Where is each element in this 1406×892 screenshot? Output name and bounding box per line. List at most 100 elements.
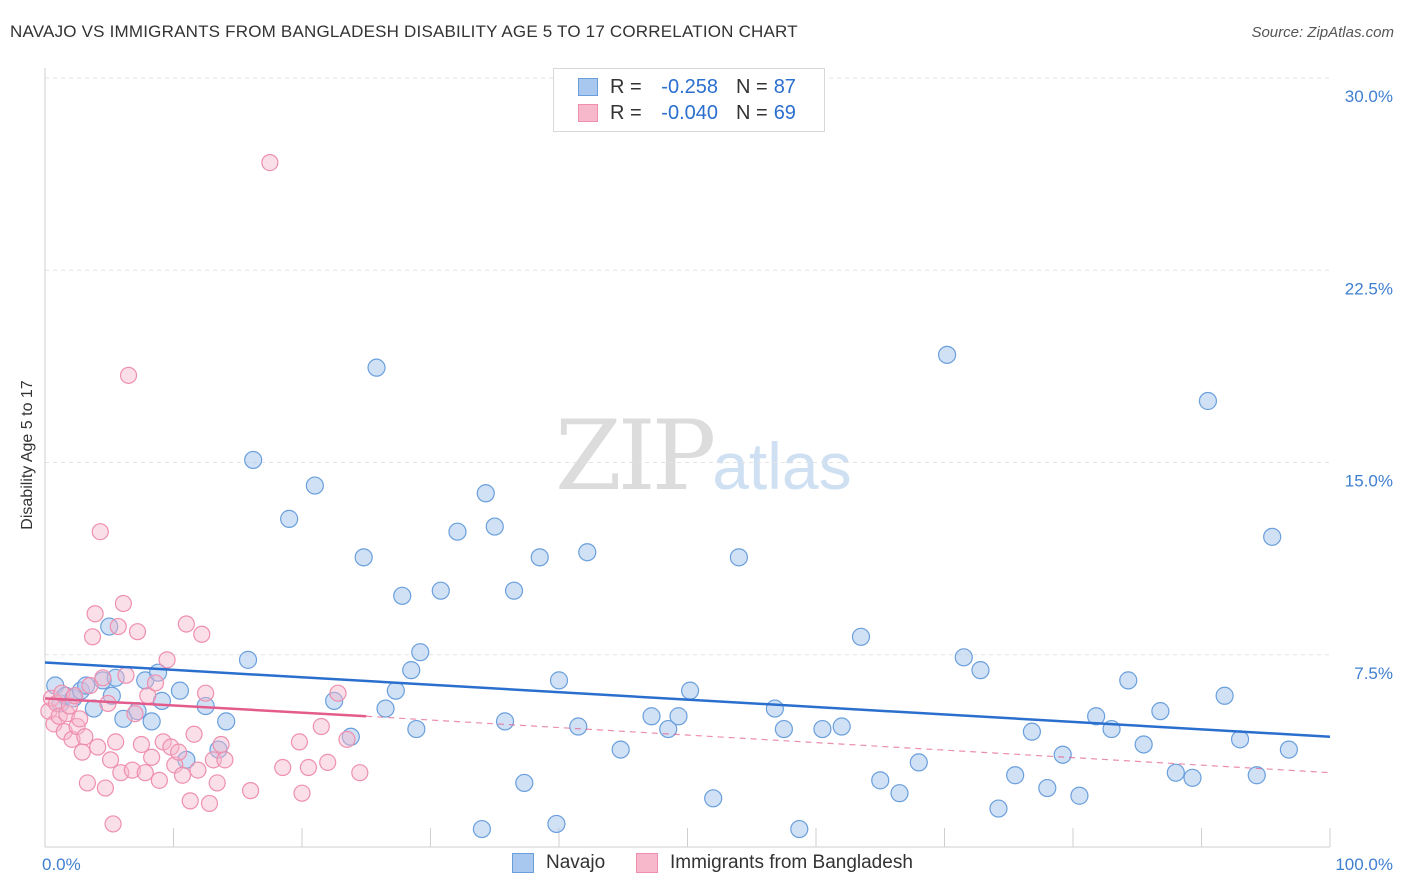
navajo-point (871, 771, 890, 790)
navajo-point (1119, 671, 1138, 690)
bangladesh-legend-label: Immigrants from Bangladesh (670, 852, 913, 873)
navajo-point (448, 522, 467, 541)
navajo-point (1166, 763, 1185, 782)
bangladesh-point (158, 651, 176, 669)
n-value: 87 (773, 75, 796, 98)
bangladesh-point (123, 761, 141, 779)
bangladesh-point (78, 774, 97, 792)
navajo-point (472, 819, 491, 839)
navajo-point (305, 476, 324, 495)
bangladesh-trendline (44, 697, 367, 718)
navajo-trendline (44, 661, 1331, 739)
navajo-point (1247, 766, 1266, 785)
navajo-point (504, 581, 524, 600)
x-tick-label: 100.0% (1335, 855, 1393, 874)
bangladesh-point (312, 717, 330, 736)
bangladesh-point (143, 748, 161, 766)
y-tick-label: 22.5% (1345, 279, 1393, 298)
navajo-legend-swatch (512, 853, 534, 873)
navajo-point (1070, 786, 1089, 805)
navajo-point (170, 681, 190, 700)
n-value: 69 (773, 101, 796, 124)
bangladesh-point (107, 733, 125, 751)
navajo-point (832, 717, 851, 736)
navajo-point (102, 686, 121, 705)
source-credit: Source: ZipAtlas.com (1251, 24, 1394, 41)
bangladesh-point (150, 771, 168, 789)
navajo-point (704, 789, 723, 808)
navajo-swatch (578, 78, 598, 96)
y-tick-label: 7.5% (1354, 664, 1393, 683)
bangladesh-point (109, 617, 127, 636)
navajo-point (485, 517, 504, 536)
navajo-point (431, 581, 450, 600)
navajo-point (547, 814, 566, 834)
legend-row-bangladesh: R = -0.040 N = 69 (578, 101, 796, 125)
bangladesh-point (208, 774, 226, 792)
bangladesh-point (99, 694, 117, 713)
navajo-point (530, 548, 549, 567)
bangladesh-point (101, 751, 120, 769)
n-label: N = (736, 75, 768, 98)
bangladesh-legend-swatch (636, 853, 658, 873)
navajo-point (578, 543, 597, 562)
bangladesh-point (290, 733, 309, 751)
navajo-point (407, 719, 426, 739)
bangladesh-point (136, 764, 154, 782)
n-label: N = (736, 101, 768, 124)
navajo-point (325, 691, 344, 710)
bangladesh-point (81, 676, 99, 695)
navajo-point (244, 450, 263, 470)
r-label: R = (610, 75, 642, 98)
bangladesh-point (216, 751, 234, 769)
bangladesh-point (261, 153, 279, 172)
navajo-point (1022, 722, 1041, 741)
navajo-point (238, 650, 258, 669)
legend-row-navajo: R = -0.258 N = 87 (578, 75, 796, 99)
navajo-point (851, 627, 871, 646)
bangladesh-point (173, 766, 192, 784)
bangladesh-point (83, 628, 102, 646)
bangladesh-point (274, 758, 292, 777)
bangladesh-point (104, 815, 122, 833)
y-tick-label: 30.0% (1345, 87, 1393, 106)
bangladesh-point (351, 764, 369, 782)
navajo-point (642, 707, 661, 726)
bangladesh-point (94, 669, 112, 687)
series-legend: Navajo Immigrants from Bangladesh (0, 852, 1406, 878)
legend-item-navajo[interactable]: Navajo (512, 852, 605, 874)
bangladesh-point (53, 684, 71, 702)
bangladesh-point (132, 735, 150, 754)
navajo-point (569, 717, 588, 736)
navajo-point (1134, 735, 1153, 754)
navajo-point (954, 648, 973, 667)
navajo-point (280, 509, 299, 528)
navajo-point (765, 699, 784, 718)
bangladesh-point (185, 725, 203, 743)
legend-item-bangladesh[interactable]: Immigrants from Bangladesh (636, 852, 913, 874)
correlation-legend: R = -0.258 N = 87 R = -0.040 N = 69 (553, 68, 825, 132)
navajo-point (411, 643, 430, 662)
navajo-point (1053, 745, 1072, 764)
navajo-point (1183, 768, 1202, 787)
bangladesh-point (193, 625, 211, 643)
r-value: -0.040 (661, 101, 718, 124)
navajo-point (77, 676, 96, 695)
navajo-point (1038, 778, 1057, 798)
navajo-point (680, 681, 700, 700)
navajo-point (774, 719, 793, 739)
navajo-point (549, 671, 569, 690)
bangladesh-point (119, 366, 138, 384)
navajo-point (354, 548, 373, 567)
navajo-point (971, 661, 990, 680)
navajo-point (1263, 527, 1282, 546)
bangladesh-point (96, 779, 114, 797)
bangladesh-point (181, 792, 199, 810)
bangladesh-point (177, 615, 195, 633)
navajo-point (1279, 740, 1298, 759)
navajo-point (909, 753, 928, 772)
r-value: -0.258 (661, 75, 718, 98)
navajo-point (515, 773, 534, 793)
navajo-point (106, 668, 125, 687)
